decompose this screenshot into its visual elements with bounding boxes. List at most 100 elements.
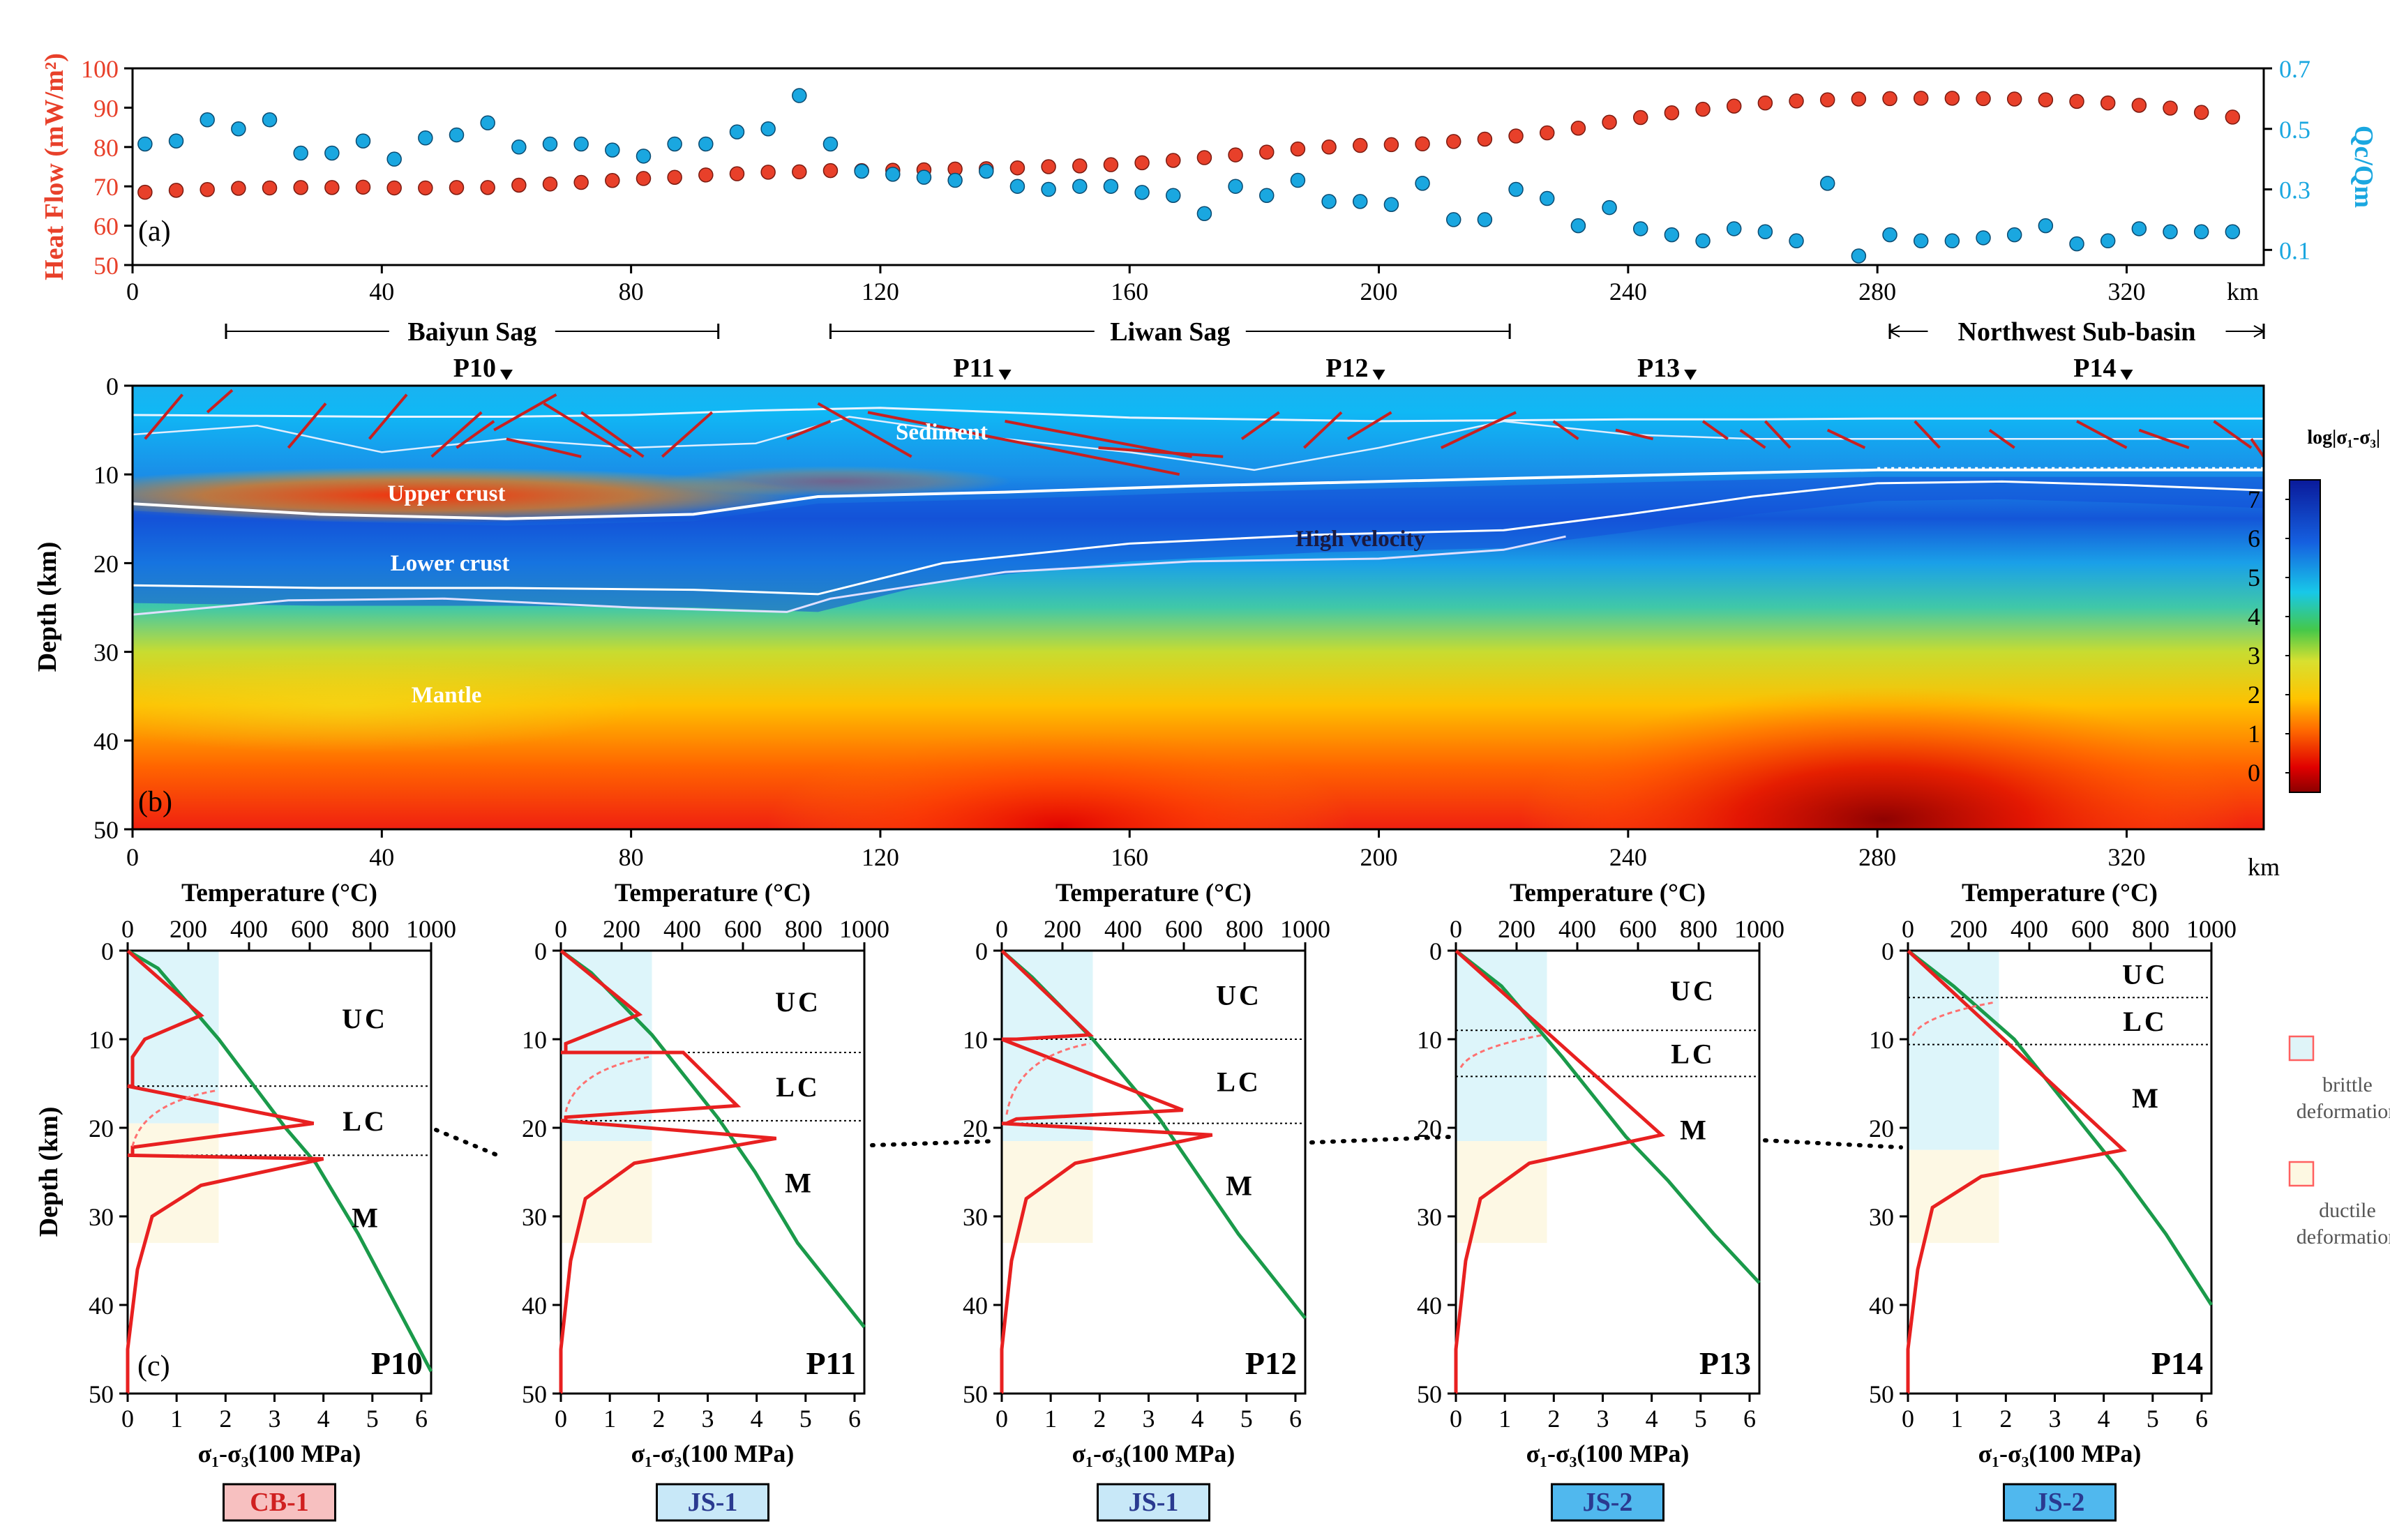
- qcqm-point: [1103, 179, 1119, 194]
- fault-line: [144, 393, 183, 440]
- qcqm-point: [698, 136, 714, 152]
- qcqm-point: [1134, 185, 1150, 200]
- brittle-label: brittle deformation: [2297, 1073, 2390, 1123]
- qcqm-point: [511, 139, 527, 155]
- heat-flow-point: [1041, 159, 1056, 174]
- qcqm-point: [2131, 221, 2147, 236]
- mantle-hot-zone-central: [767, 729, 1353, 829]
- basin-name: Northwest Sub-basin: [1958, 317, 2196, 347]
- heat-flow-point: [1664, 105, 1680, 121]
- heat-flow-point: [200, 181, 215, 197]
- upper-crust-hot-zone: [133, 467, 809, 523]
- stress-tick-label: 4: [1646, 1405, 1658, 1433]
- stress-tick-label: 6: [2195, 1405, 2208, 1433]
- fault-line: [1914, 420, 1941, 449]
- basement-line: [133, 416, 2264, 471]
- depth-tick-label: 0: [975, 937, 988, 965]
- qcqm-point: [1009, 179, 1025, 194]
- panel-b-y-tick-label: 50: [93, 816, 119, 844]
- layer-label-uc: UC: [775, 986, 821, 1018]
- heat-flow-point: [1445, 134, 1461, 149]
- sediment-base-line: [133, 407, 2264, 423]
- stress-tick-label: 1: [1044, 1405, 1057, 1433]
- qcqm-point: [1072, 179, 1088, 194]
- strength-envelope-line: [1454, 949, 1666, 1394]
- panel-a-x-tick-label: 80: [619, 278, 644, 305]
- heat-flow-point: [1134, 155, 1150, 171]
- stress-axis-label: σ₁-σ₃(100 MPa): [1978, 1440, 2142, 1467]
- temp-tick-label: 600: [1165, 915, 1203, 943]
- layer-label-lc: LC: [1671, 1038, 1715, 1069]
- heat-flow-point: [449, 180, 465, 195]
- heat-flow-point: [1508, 128, 1524, 144]
- heat-flow-point: [2225, 110, 2241, 125]
- ductile-zone: [1002, 1141, 1093, 1244]
- stress-tick-label: 0: [555, 1405, 567, 1433]
- fault-line: [580, 411, 645, 458]
- layer-label-uc: UC: [1670, 975, 1716, 1006]
- fault-line: [287, 402, 327, 449]
- heat-flow-point: [1477, 131, 1493, 147]
- qcqm-point: [1539, 190, 1555, 206]
- stress-tick-label: 4: [1192, 1405, 1204, 1433]
- depth-tick-label: 30: [522, 1203, 547, 1231]
- qcqm-tick-label: 0.7: [2279, 55, 2310, 83]
- heat-flow-point: [1072, 158, 1088, 174]
- stress-tick-label: 4: [317, 1405, 330, 1433]
- heat-flow-point: [1757, 95, 1773, 111]
- panel-b-x-tick-label: 320: [2107, 843, 2145, 871]
- model-label: JS-2: [2035, 1488, 2085, 1517]
- qcqm-point: [854, 163, 869, 179]
- heat-flow-tick-label: 90: [93, 94, 119, 122]
- heat-flow-point: [1976, 91, 1991, 107]
- label-high-velocity: High velocity: [1295, 527, 1426, 552]
- heat-flow-point: [698, 167, 714, 183]
- fault-line: [2076, 420, 2128, 449]
- temp-tick-label: 800: [1226, 915, 1263, 943]
- heat-flow-point: [1383, 137, 1399, 153]
- lower-crust-band: [133, 476, 2264, 612]
- fault-line: [1240, 411, 1280, 440]
- fault-line: [1826, 428, 1866, 449]
- mantle-yellow-zone: [133, 656, 642, 753]
- fault-line: [1764, 420, 1791, 449]
- panel-b-x-unit: km: [2248, 853, 2280, 881]
- temp-tick-label: 600: [724, 915, 762, 943]
- qcqm-tick-label: 0.1: [2279, 236, 2310, 264]
- profile-marker-label: P12: [1325, 354, 1368, 383]
- stress-tick-label: 1: [603, 1405, 616, 1433]
- model-box: [1097, 1483, 1210, 1522]
- stress-tick-label: 4: [2098, 1405, 2110, 1433]
- colorbar-tick-label: 2: [2248, 681, 2260, 709]
- stress-tick-label: 0: [1450, 1405, 1462, 1433]
- transition-dashed-curve: [1005, 1042, 1090, 1115]
- layer-label-uc: UC: [342, 1003, 388, 1034]
- temp-tick-label: 400: [1104, 915, 1142, 943]
- heat-flow-tick-label: 70: [93, 173, 119, 201]
- faults: [144, 388, 2264, 476]
- model-label: JS-2: [1583, 1488, 1633, 1517]
- label-sediment: Sediment: [896, 420, 988, 445]
- fault-line: [506, 437, 582, 458]
- fault-line: [206, 388, 234, 414]
- depth-tick-label: 0: [101, 937, 114, 965]
- heat-flow-point: [355, 179, 371, 195]
- stress-tick-label: 0: [1902, 1405, 1914, 1433]
- depth-tick-label: 20: [1869, 1115, 1894, 1142]
- strength-envelope-line: [126, 949, 324, 1394]
- qcqm-point: [2193, 224, 2209, 240]
- qcqm-point: [137, 136, 153, 152]
- qcqm-point: [1321, 194, 1337, 209]
- moho-connector: [1309, 1135, 1452, 1145]
- heat-flow-point: [386, 180, 402, 196]
- transition-dashed-curve: [564, 1055, 649, 1112]
- qcqm-point: [1196, 206, 1212, 221]
- profile-markers: P10 P11 P12 P13 P14: [453, 354, 2133, 383]
- qcqm-point: [1228, 179, 1243, 194]
- profile-marker-label: P10: [453, 354, 496, 383]
- heat-flow-point: [1570, 120, 1586, 136]
- basin-range: Liwan Sag: [829, 317, 1511, 347]
- fault-line: [817, 402, 912, 458]
- fault-line: [1701, 420, 1729, 440]
- qcqm-point: [324, 145, 340, 161]
